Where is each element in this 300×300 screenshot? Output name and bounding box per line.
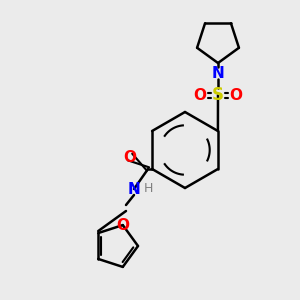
Text: O: O	[230, 88, 242, 103]
Text: N: N	[128, 182, 140, 196]
Text: O: O	[194, 88, 206, 103]
Text: H: H	[143, 182, 153, 196]
Text: O: O	[124, 149, 136, 164]
Text: N: N	[212, 65, 224, 80]
Text: S: S	[212, 86, 224, 104]
Text: O: O	[116, 218, 129, 232]
